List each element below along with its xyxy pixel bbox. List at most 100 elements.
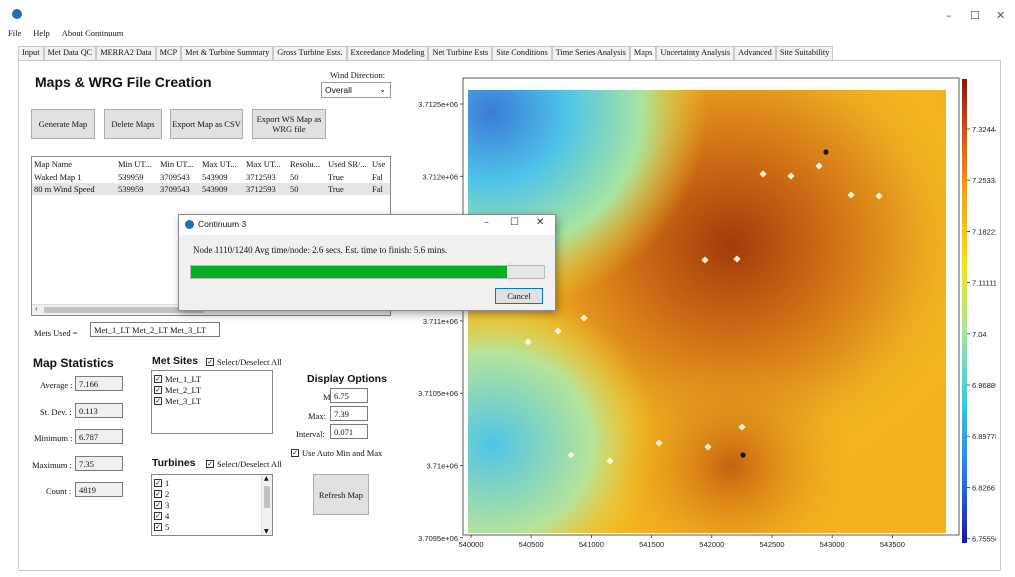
auto-minmax-checkbox[interactable]: ✓ Use Auto Min and Max xyxy=(291,447,382,458)
turbine-marker[interactable] xyxy=(847,191,855,199)
wind-direction-select[interactable]: Overall ⌄ xyxy=(321,82,391,98)
export-wrg-button[interactable]: Export WS Map as WRG file xyxy=(252,109,326,139)
checkbox-checked-icon[interactable]: ✓ xyxy=(154,374,162,383)
tab-met-turbine-summary[interactable]: Met & Turbine Summary xyxy=(181,46,274,60)
tab-input[interactable]: Input xyxy=(18,46,44,60)
met-site-marker[interactable] xyxy=(740,452,746,458)
menu-help[interactable]: Help xyxy=(33,28,50,38)
tab-maps[interactable]: Maps xyxy=(629,46,657,60)
maps-list-header: Map Name Min UT... Min UT... Max UT... M… xyxy=(32,157,390,171)
colorbar-tick-label: 6.82667 xyxy=(972,483,996,492)
menu-about[interactable]: About Continuum xyxy=(61,28,124,38)
scroll-down-icon[interactable]: ▼ xyxy=(264,528,269,535)
scroll-up-icon[interactable]: ▲ xyxy=(264,475,269,482)
column-header[interactable]: Min UT... xyxy=(160,159,194,169)
tab-net-turbine-ests[interactable]: Net Turbine Ests xyxy=(428,46,493,60)
column-header[interactable]: Used SR/... xyxy=(328,159,367,169)
turbine-item[interactable]: ✓ 4 xyxy=(154,510,270,521)
checkbox-checked-icon[interactable]: ✓ xyxy=(154,396,162,405)
tab-site-conditions[interactable]: Site Conditions xyxy=(492,46,552,60)
met-site-marker[interactable] xyxy=(823,149,829,155)
menu-file[interactable]: File xyxy=(8,28,22,38)
turbine-marker[interactable] xyxy=(787,172,795,180)
mets-used-field[interactable]: Met_1_LT Met_2_LT Met_3_LT xyxy=(90,322,220,337)
close-button[interactable]: ✕ xyxy=(996,9,1006,22)
min-field[interactable]: 6.75 xyxy=(330,388,368,403)
tab-advanced[interactable]: Advanced xyxy=(734,46,776,60)
turbine-marker[interactable] xyxy=(815,162,823,170)
met-site-item[interactable]: ✓ Met_3_LT xyxy=(154,395,270,406)
checkbox-checked-icon[interactable]: ✓ xyxy=(154,385,162,394)
turbines-select-all[interactable]: ✓ Select/Deselect All xyxy=(206,458,282,469)
dialog-maximize-button[interactable]: ☐ xyxy=(510,217,519,228)
cancel-button[interactable]: Cancel xyxy=(495,288,543,304)
turbine-label: 1 xyxy=(165,477,170,488)
turbine-marker[interactable] xyxy=(655,439,663,447)
turbine-marker[interactable] xyxy=(606,457,614,465)
met-sites-list[interactable]: ✓ Met_1_LT ✓ Met_2_LT ✓ Met_3_LT xyxy=(151,370,273,434)
turbine-marker[interactable] xyxy=(875,192,883,200)
x-tick-label: 543000 xyxy=(820,540,845,549)
turbine-marker[interactable] xyxy=(567,451,575,459)
turbine-marker[interactable] xyxy=(580,314,588,322)
scroll-left-icon[interactable]: ‹ xyxy=(35,305,38,313)
turbine-marker[interactable] xyxy=(701,256,709,264)
column-header[interactable]: Use xyxy=(372,159,386,169)
tab-gross-turbine-ests[interactable]: Gross Turbine Ests. xyxy=(273,46,347,60)
checkbox-checked-icon[interactable]: ✓ xyxy=(154,478,162,487)
turbine-item[interactable]: ✓ 5 xyxy=(154,521,270,532)
tab-mcp[interactable]: MCP xyxy=(155,46,182,60)
turbine-item[interactable]: ✓ 2 xyxy=(154,488,270,499)
met-site-item[interactable]: ✓ Met_1_LT xyxy=(154,373,270,384)
refresh-map-button[interactable]: Refresh Map xyxy=(313,474,369,515)
met-site-item[interactable]: ✓ Met_2_LT xyxy=(154,384,270,395)
checkbox-checked-icon[interactable]: ✓ xyxy=(154,500,162,509)
turbine-marker[interactable] xyxy=(554,327,562,335)
export-csv-button[interactable]: Export Map as CSV xyxy=(170,109,243,139)
tab-exceedance-modeling[interactable]: Exceedance Modeling xyxy=(346,46,429,60)
turbine-label: 3 xyxy=(165,499,170,510)
checkbox-checked-icon[interactable]: ✓ xyxy=(154,489,162,498)
minimize-button[interactable]: – xyxy=(946,9,952,22)
maximize-button[interactable]: ☐ xyxy=(970,9,980,22)
scrollbar-thumb[interactable] xyxy=(44,307,204,313)
dialog-close-button[interactable]: ✕ xyxy=(536,217,545,228)
tab-time-series-analysis[interactable]: Time Series Analysis xyxy=(551,46,630,60)
interval-field[interactable]: 0.071 xyxy=(330,424,368,439)
turbine-marker[interactable] xyxy=(733,255,741,263)
checkbox-checked-icon[interactable]: ✓ xyxy=(206,459,214,468)
turbine-marker[interactable] xyxy=(524,338,532,346)
colorbar-tick-label: 7.32444 xyxy=(972,125,996,134)
vertical-scrollbar[interactable]: ▲ ▼ xyxy=(261,475,272,535)
turbines-list[interactable]: ✓ 1 ✓ 2 ✓ 3 ✓ 4 ✓ 5 ▲ ▼ xyxy=(151,474,273,536)
tab-site-suitability[interactable]: Site Suitability xyxy=(775,46,834,60)
column-header[interactable]: Max UT... xyxy=(202,159,237,169)
average-label: Average : xyxy=(40,380,73,390)
turbine-marker[interactable] xyxy=(759,170,767,178)
checkbox-checked-icon[interactable]: ✓ xyxy=(291,448,299,457)
met-sites-select-all[interactable]: ✓ Select/Deselect All xyxy=(206,356,282,367)
column-header[interactable]: Min UT... xyxy=(118,159,152,169)
table-row[interactable]: 80 m Wind Speed 539959 3709543 543909 37… xyxy=(32,183,390,195)
tab-uncertainty-analysis[interactable]: Uncertainty Analysis xyxy=(656,46,735,60)
delete-maps-button[interactable]: Delete Maps xyxy=(104,109,162,139)
table-row[interactable]: Waked Map 1 539959 3709543 543909 371259… xyxy=(32,171,390,183)
checkbox-checked-icon[interactable]: ✓ xyxy=(206,357,214,366)
tab-merra2-data[interactable]: MERRA2 Data xyxy=(96,46,156,60)
app-icon xyxy=(12,9,22,19)
turbine-item[interactable]: ✓ 3 xyxy=(154,499,270,510)
generate-map-button[interactable]: Generate Map xyxy=(31,109,95,139)
column-header[interactable]: Resolu... xyxy=(290,159,320,169)
scrollbar-thumb[interactable] xyxy=(264,486,270,508)
tab-met-data-qc[interactable]: Met Data QC xyxy=(43,46,97,60)
turbine-item[interactable]: ✓ 1 xyxy=(154,477,270,488)
max-field[interactable]: 7.39 xyxy=(330,406,368,421)
dialog-minimize-button[interactable]: – xyxy=(484,217,489,228)
checkbox-checked-icon[interactable]: ✓ xyxy=(154,522,162,531)
column-header[interactable]: Max UT... xyxy=(246,159,281,169)
checkbox-checked-icon[interactable]: ✓ xyxy=(154,511,162,520)
turbine-marker[interactable] xyxy=(738,423,746,431)
turbine-marker[interactable] xyxy=(704,443,712,451)
colorbar-tick-label: 6.96889 xyxy=(972,381,996,390)
column-header[interactable]: Map Name xyxy=(34,159,73,169)
